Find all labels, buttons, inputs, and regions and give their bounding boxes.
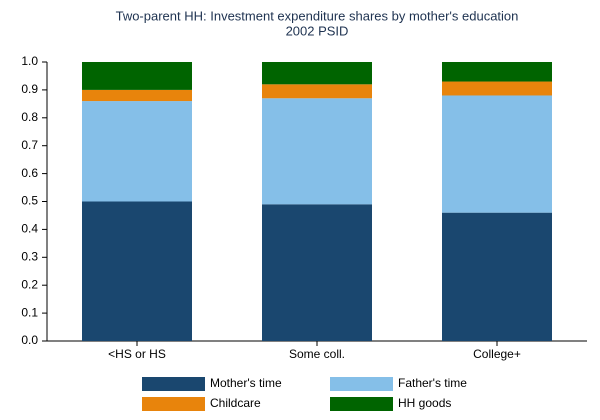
legend-swatch (330, 377, 393, 391)
bar-segment (82, 89, 192, 102)
y-tick-label: 0.9 (21, 82, 38, 96)
y-tick-label: 0.4 (21, 222, 38, 236)
legend-label: Father's time (398, 376, 467, 390)
bar-segment (262, 204, 372, 341)
chart-title: Two-parent HH: Investment expenditure sh… (116, 8, 519, 23)
y-tick-label: 0.8 (21, 110, 38, 124)
y-tick-label: 0.0 (21, 333, 38, 347)
legend-swatch (330, 397, 393, 411)
legend-label: Childcare (210, 396, 261, 410)
bar-segment (442, 62, 552, 82)
bar-segment (262, 98, 372, 205)
x-tick-label: <HS or HS (108, 347, 166, 361)
legend-label: Mother's time (210, 376, 282, 390)
bar-segment (82, 201, 192, 341)
y-tick-label: 0.2 (21, 277, 38, 291)
legend-swatch (142, 377, 205, 391)
y-tick-label: 0.6 (21, 166, 38, 180)
legend-swatch (142, 397, 205, 411)
x-tick-label: Some coll. (289, 347, 345, 361)
y-tick-label: 0.5 (21, 194, 38, 208)
chart-subtitle: 2002 PSID (286, 23, 349, 38)
y-tick-label: 0.3 (21, 249, 38, 263)
bar-segment (262, 84, 372, 99)
legend-label: HH goods (398, 396, 451, 410)
y-tick-label: 0.1 (21, 305, 38, 319)
bar-segment (262, 62, 372, 85)
bar-segment (442, 81, 552, 96)
bar-segment (442, 95, 552, 213)
bar-segment (82, 101, 192, 202)
y-tick-label: 1.0 (21, 54, 38, 68)
bar-segment (82, 62, 192, 90)
x-tick-label: College+ (473, 347, 521, 361)
y-tick-label: 0.7 (21, 138, 38, 152)
bar-segment (442, 212, 552, 341)
